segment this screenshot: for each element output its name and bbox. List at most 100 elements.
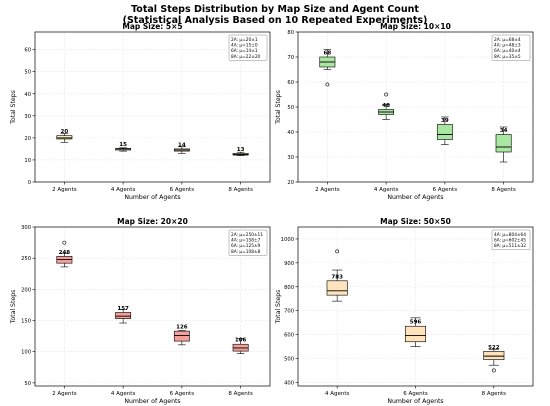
stats-legend [228,229,268,256]
x-tick-label: 4 Agents [374,187,399,193]
box-plot-1: 48 [378,92,395,120]
y-tick-label: 800 [284,285,294,291]
median-label: 106 [235,338,247,344]
box-plot-2: 126 [173,325,190,346]
stats-legend-entry: 6A: μ=602±45 [494,238,526,244]
y-tick-label: 30 [287,155,294,161]
box-plot-1: 15 [115,142,132,152]
y-tick-label: 20 [24,136,31,142]
y-tick-label: 0 [28,180,31,186]
y-tick-label: 200 [21,287,31,293]
median-label: 783 [331,274,343,280]
box-iqr [495,134,512,153]
y-axis-label: Total Steps [10,290,17,325]
stats-legend-entry: 2A: μ=68±4 [494,37,521,43]
stats-legend-entry: 8A: μ=35±5 [494,54,521,60]
plot-area [298,227,533,386]
x-tick-label: 6 Agents [403,391,428,397]
median-label: 39 [441,118,449,124]
stats-legend [491,229,531,251]
box-plot-1: 157 [115,306,132,324]
stats-legend-entry: 4A: μ=804±64 [494,232,526,238]
box-plot-2: 39 [436,116,453,145]
median-label: 13 [237,147,245,153]
box-plot-0: 783 [326,249,348,302]
box-plot-3: 106 [232,338,249,354]
stats-legend-entry: 8A: μ=22±20 [231,54,261,60]
y-tick-label: 40 [287,130,294,136]
median-label: 34 [500,128,508,134]
y-tick-label: 20 [287,180,294,186]
chart-title: Map Size: 50×50 [380,217,451,226]
box-iqr [483,351,505,360]
stats-legend-entry: 6A: μ=40±4 [494,48,521,54]
box-iqr [115,312,132,319]
chart-panel: 400 500 600 700 800 900 1000 4 Agents 6 Agents 8 … [275,217,534,405]
stats-legend-entry: 4A: μ=48±3 [494,43,521,49]
chart-title: Map Size: 10×10 [380,22,451,31]
box-iqr [405,325,426,343]
y-tick-label: 300 [21,225,31,231]
x-axis-label: Number of Agents [124,194,180,201]
stats-legend-entry: 6A: μ=14±1 [231,48,258,54]
x-tick-label: 2 Agents [52,391,77,397]
x-tick-label: 8 Agents [228,391,253,397]
box-iqr [326,280,348,296]
stats-legend-entry: 8A: μ=108±8 [231,249,261,255]
median-label: 596 [410,320,422,326]
x-axis-label: Number of Agents [387,194,443,201]
y-tick-label: 900 [284,261,294,267]
chart-panel: 20 30 40 50 60 70 80 2 Agents 4 Agents 6 Agents 8 … [275,22,534,201]
chart-title: Map Size: 5×5 [122,22,182,31]
box-iqr [436,124,453,140]
outlier-point [335,249,340,254]
stats-legend-entry: 2A: μ=250±11 [231,232,263,238]
box-plot-2: 522 [483,345,505,373]
stats-legend [228,34,268,61]
chart-panel: 0 10 20 30 40 50 60 2 Agents 4 Agents 6 Agents 8 A… [10,22,271,201]
outlier-point [491,368,496,373]
outlier-point [62,240,67,245]
y-tick-label: 700 [284,309,294,315]
y-tick-label: 50 [24,70,31,76]
median-label: 248 [59,250,71,256]
median-label: 126 [176,325,188,331]
y-axis-label: Total Steps [10,90,17,125]
outlier-point [384,92,389,97]
y-tick-label: 10 [24,158,31,164]
stats-legend [491,34,531,61]
figure-subtitle: (Statistical Analysis Based on 10 Repeat… [123,15,428,26]
x-tick-label: 4 Agents [111,187,136,193]
y-tick-label: 80 [287,30,294,36]
stats-legend-entry: 8A: μ=511±32 [494,243,526,249]
y-tick-label: 150 [21,319,31,325]
axes-frame [297,226,534,387]
box-plot-0: 248 [56,240,73,268]
median-label: 68 [324,51,332,57]
x-tick-label: 2 Agents [52,187,77,193]
x-axis-label: Number of Agents [387,398,443,405]
median-label: 48 [382,103,390,109]
box-plot-3: 13 [232,147,249,156]
y-tick-label: 30 [24,114,31,120]
median-label: 522 [488,345,500,351]
median-label: 15 [119,142,127,148]
x-tick-label: 4 Agents [111,391,136,397]
chart-panel: 50 100 150 200 250 300 2 Agents 4 Agents 6 Agent… [10,217,271,405]
y-tick-label: 70 [287,55,294,61]
x-tick-label: 8 Agents [482,391,507,397]
x-axis-label: Number of Agents [124,398,180,405]
stats-legend-entry: 6A: μ=125±9 [231,243,261,249]
axes-frame [297,31,534,183]
box-iqr [56,135,73,140]
box-plot-2: 14 [173,142,190,154]
y-tick-label: 400 [284,380,294,386]
outlier-point [325,82,330,87]
axes-frame [34,226,271,387]
median-label: 157 [117,306,129,312]
y-axis-label: Total Steps [275,90,282,125]
axes-frame [34,31,271,183]
y-tick-label: 250 [21,256,31,262]
